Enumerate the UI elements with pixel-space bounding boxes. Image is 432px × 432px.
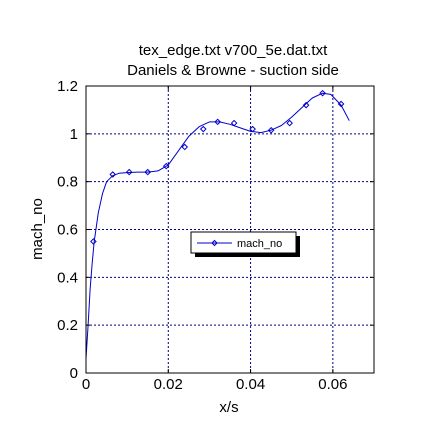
data-point-marker [181,143,189,151]
grid [86,86,374,373]
series-line-mach-no [85,92,350,359]
data-point-marker [286,119,293,127]
data-point-marker [90,238,97,245]
data-point-marker [162,162,170,170]
data-point-marker [214,118,221,126]
data-point-marker [109,171,117,178]
x-tick-label: 0.02 [154,376,183,393]
x-tick-label: 0.06 [318,376,347,393]
y-tick-label: 0.8 [57,174,78,191]
data-point-marker [144,168,152,176]
y-tick-label: 1.2 [57,78,78,95]
legend-box [190,231,297,254]
chart-title: tex_edge.txt v700_5e.dat.txt [139,42,328,59]
legend: mach_no [190,231,300,257]
data-point-marker [267,126,275,134]
y-tick-label: 0.6 [57,222,78,239]
data-point-marker [125,168,133,176]
y-axis-label: mach_no [29,198,46,260]
y-tick-label: 0.4 [57,269,78,286]
data-point-marker [319,89,326,97]
x-tick-label: 0.04 [236,376,265,393]
y-tick-label: 1 [70,126,78,143]
data-point-marker [302,101,310,109]
data-point-marker [199,125,207,133]
axis-ticks: 0 0.02 0.04 0.06 0 0.2 0.4 0.6 0.8 1 1.2 [57,78,374,393]
legend-swatch-marker [211,239,218,247]
plot-series [85,89,350,359]
x-tick-label: 0 [82,376,90,393]
data-point-marker [337,100,345,108]
y-tick-label: 0 [70,365,78,382]
data-point-marker [249,125,256,133]
legend-entry-mach-no: mach_no [237,238,282,250]
x-axis-label: x/s [219,399,238,416]
data-point-marker [230,119,238,127]
chart-subtitle: Daniels & Browne - suction side [127,62,339,79]
y-tick-label: 0.2 [57,317,78,334]
